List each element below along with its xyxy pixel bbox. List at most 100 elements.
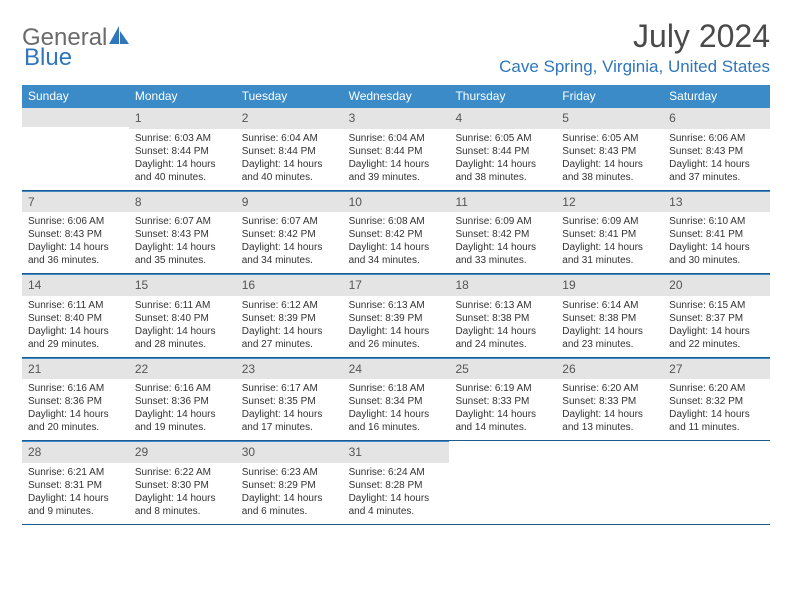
- day-cell: 18Sunrise: 6:13 AMSunset: 8:38 PMDayligh…: [449, 274, 556, 357]
- day-cell: [556, 441, 663, 524]
- sunrise-text: Sunrise: 6:14 AM: [562, 299, 657, 312]
- sunrise-text: Sunrise: 6:07 AM: [242, 215, 337, 228]
- daylight-text: Daylight: 14 hours and 11 minutes.: [669, 408, 764, 434]
- day-cell: 9Sunrise: 6:07 AMSunset: 8:42 PMDaylight…: [236, 191, 343, 274]
- sunset-text: Sunset: 8:37 PM: [669, 312, 764, 325]
- sunset-text: Sunset: 8:39 PM: [242, 312, 337, 325]
- daylight-text: Daylight: 14 hours and 30 minutes.: [669, 241, 764, 267]
- sunrise-text: Sunrise: 6:09 AM: [455, 215, 550, 228]
- sunset-text: Sunset: 8:40 PM: [135, 312, 230, 325]
- day-body: Sunrise: 6:21 AMSunset: 8:31 PMDaylight:…: [22, 463, 129, 524]
- sunrise-text: Sunrise: 6:09 AM: [562, 215, 657, 228]
- daylight-text: Daylight: 14 hours and 17 minutes.: [242, 408, 337, 434]
- sunset-text: Sunset: 8:41 PM: [669, 228, 764, 241]
- daylight-text: Daylight: 14 hours and 37 minutes.: [669, 158, 764, 184]
- sunrise-text: Sunrise: 6:05 AM: [562, 132, 657, 145]
- week-row: 1Sunrise: 6:03 AMSunset: 8:44 PMDaylight…: [22, 107, 770, 191]
- sunset-text: Sunset: 8:42 PM: [349, 228, 444, 241]
- day-number: 8: [129, 191, 236, 213]
- day-cell: 4Sunrise: 6:05 AMSunset: 8:44 PMDaylight…: [449, 107, 556, 190]
- day-cell: 17Sunrise: 6:13 AMSunset: 8:39 PMDayligh…: [343, 274, 450, 357]
- sunset-text: Sunset: 8:41 PM: [562, 228, 657, 241]
- sunrise-text: Sunrise: 6:10 AM: [669, 215, 764, 228]
- daylight-text: Daylight: 14 hours and 22 minutes.: [669, 325, 764, 351]
- sunset-text: Sunset: 8:40 PM: [28, 312, 123, 325]
- sunrise-text: Sunrise: 6:22 AM: [135, 466, 230, 479]
- sunset-text: Sunset: 8:44 PM: [349, 145, 444, 158]
- day-number: 29: [129, 441, 236, 463]
- day-number: 5: [556, 107, 663, 129]
- day-body: Sunrise: 6:04 AMSunset: 8:44 PMDaylight:…: [343, 129, 450, 190]
- daylight-text: Daylight: 14 hours and 31 minutes.: [562, 241, 657, 267]
- day-body: Sunrise: 6:03 AMSunset: 8:44 PMDaylight:…: [129, 129, 236, 190]
- day-number: 11: [449, 191, 556, 213]
- day-cell: 14Sunrise: 6:11 AMSunset: 8:40 PMDayligh…: [22, 274, 129, 357]
- sunrise-text: Sunrise: 6:20 AM: [562, 382, 657, 395]
- day-cell: 30Sunrise: 6:23 AMSunset: 8:29 PMDayligh…: [236, 441, 343, 524]
- daylight-text: Daylight: 14 hours and 24 minutes.: [455, 325, 550, 351]
- daylight-text: Daylight: 14 hours and 38 minutes.: [562, 158, 657, 184]
- day-number: 10: [343, 191, 450, 213]
- day-number: 22: [129, 358, 236, 380]
- daylight-text: Daylight: 14 hours and 38 minutes.: [455, 158, 550, 184]
- day-body: Sunrise: 6:04 AMSunset: 8:44 PMDaylight:…: [236, 129, 343, 190]
- day-number: 20: [663, 274, 770, 296]
- sunrise-text: Sunrise: 6:15 AM: [669, 299, 764, 312]
- day-body: Sunrise: 6:16 AMSunset: 8:36 PMDaylight:…: [22, 379, 129, 440]
- day-cell: 27Sunrise: 6:20 AMSunset: 8:32 PMDayligh…: [663, 358, 770, 441]
- day-number: 18: [449, 274, 556, 296]
- sunrise-text: Sunrise: 6:03 AM: [135, 132, 230, 145]
- day-number: 1: [129, 107, 236, 129]
- day-cell: 28Sunrise: 6:21 AMSunset: 8:31 PMDayligh…: [22, 441, 129, 524]
- day-body: Sunrise: 6:24 AMSunset: 8:28 PMDaylight:…: [343, 463, 450, 524]
- sunset-text: Sunset: 8:32 PM: [669, 395, 764, 408]
- day-cell: 6Sunrise: 6:06 AMSunset: 8:43 PMDaylight…: [663, 107, 770, 190]
- sunrise-text: Sunrise: 6:07 AM: [135, 215, 230, 228]
- day-number: 6: [663, 107, 770, 129]
- day-number: 23: [236, 358, 343, 380]
- sunrise-text: Sunrise: 6:08 AM: [349, 215, 444, 228]
- daylight-text: Daylight: 14 hours and 26 minutes.: [349, 325, 444, 351]
- week-row: 7Sunrise: 6:06 AMSunset: 8:43 PMDaylight…: [22, 191, 770, 275]
- sunrise-text: Sunrise: 6:04 AM: [242, 132, 337, 145]
- day-number: 19: [556, 274, 663, 296]
- sunset-text: Sunset: 8:43 PM: [135, 228, 230, 241]
- day-number: 25: [449, 358, 556, 380]
- day-header-sunday: Sunday: [22, 85, 129, 107]
- day-number: 17: [343, 274, 450, 296]
- sunset-text: Sunset: 8:30 PM: [135, 479, 230, 492]
- day-number: 7: [22, 191, 129, 213]
- sunset-text: Sunset: 8:42 PM: [242, 228, 337, 241]
- sunrise-text: Sunrise: 6:16 AM: [28, 382, 123, 395]
- daylight-text: Daylight: 14 hours and 9 minutes.: [28, 492, 123, 518]
- daylight-text: Daylight: 14 hours and 33 minutes.: [455, 241, 550, 267]
- sunset-text: Sunset: 8:44 PM: [242, 145, 337, 158]
- day-number: 24: [343, 358, 450, 380]
- daylight-text: Daylight: 14 hours and 35 minutes.: [135, 241, 230, 267]
- title-block: July 2024 Cave Spring, Virginia, United …: [499, 18, 770, 77]
- sunset-text: Sunset: 8:35 PM: [242, 395, 337, 408]
- day-cell: 15Sunrise: 6:11 AMSunset: 8:40 PMDayligh…: [129, 274, 236, 357]
- day-header-monday: Monday: [129, 85, 236, 107]
- day-cell: 23Sunrise: 6:17 AMSunset: 8:35 PMDayligh…: [236, 358, 343, 441]
- day-cell: 24Sunrise: 6:18 AMSunset: 8:34 PMDayligh…: [343, 358, 450, 441]
- day-number: 12: [556, 191, 663, 213]
- day-body: Sunrise: 6:05 AMSunset: 8:43 PMDaylight:…: [556, 129, 663, 190]
- sunrise-text: Sunrise: 6:05 AM: [455, 132, 550, 145]
- day-body: Sunrise: 6:06 AMSunset: 8:43 PMDaylight:…: [22, 212, 129, 273]
- day-body: Sunrise: 6:07 AMSunset: 8:43 PMDaylight:…: [129, 212, 236, 273]
- month-title: July 2024: [499, 18, 770, 55]
- day-cell: 3Sunrise: 6:04 AMSunset: 8:44 PMDaylight…: [343, 107, 450, 190]
- sunrise-text: Sunrise: 6:11 AM: [28, 299, 123, 312]
- day-cell: [663, 441, 770, 524]
- day-cell: 26Sunrise: 6:20 AMSunset: 8:33 PMDayligh…: [556, 358, 663, 441]
- day-cell: 16Sunrise: 6:12 AMSunset: 8:39 PMDayligh…: [236, 274, 343, 357]
- day-cell: [449, 441, 556, 524]
- sunset-text: Sunset: 8:33 PM: [455, 395, 550, 408]
- sunset-text: Sunset: 8:28 PM: [349, 479, 444, 492]
- daylight-text: Daylight: 14 hours and 36 minutes.: [28, 241, 123, 267]
- day-number: 3: [343, 107, 450, 129]
- day-body: Sunrise: 6:09 AMSunset: 8:42 PMDaylight:…: [449, 212, 556, 273]
- sunset-text: Sunset: 8:34 PM: [349, 395, 444, 408]
- sunrise-text: Sunrise: 6:11 AM: [135, 299, 230, 312]
